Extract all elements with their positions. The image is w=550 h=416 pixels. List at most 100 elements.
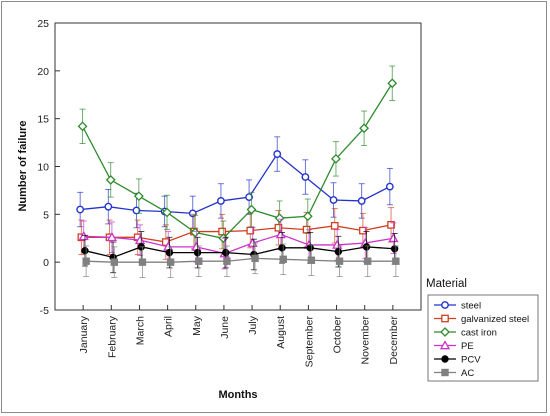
x-axis: January February March April May June July Augu…	[78, 305, 400, 367]
data-point	[76, 205, 85, 214]
data-point	[222, 248, 230, 257]
data-point	[193, 248, 202, 257]
x-tick-label: April	[163, 316, 175, 337]
data-point	[279, 255, 287, 263]
data-point	[359, 123, 370, 134]
data-point	[223, 257, 231, 265]
data-point	[385, 182, 394, 191]
data-point	[246, 204, 257, 215]
data-point	[273, 150, 282, 158]
data-point	[388, 232, 399, 243]
legend-box	[427, 294, 539, 382]
data-point	[307, 256, 316, 264]
series-line	[86, 257, 396, 263]
data-point	[162, 207, 172, 218]
data-point	[251, 254, 259, 263]
data-point	[218, 227, 226, 236]
data-point	[165, 248, 174, 257]
data-point	[387, 221, 395, 229]
data-point	[133, 191, 144, 202]
legend-items: steel galvanized steel cast iron PE PCV AC	[434, 301, 529, 379]
data-point	[331, 153, 341, 164]
series-line	[81, 224, 392, 243]
data-point	[390, 245, 399, 253]
data-point	[357, 197, 366, 205]
data-point	[335, 257, 344, 265]
y-tick-label: 10	[37, 162, 49, 174]
data-point	[302, 211, 313, 222]
x-tick-label: August	[275, 316, 287, 349]
x-tick-label: July	[247, 315, 259, 334]
data-point	[275, 229, 286, 239]
legend-label: PE	[461, 341, 474, 352]
y-axis: -5 0 5 10 15 20 25	[37, 18, 60, 317]
data-point	[110, 258, 119, 266]
data-point	[274, 223, 283, 232]
legend-label: AC	[461, 368, 474, 379]
y-tick-label: 25	[37, 18, 49, 30]
series-line	[83, 233, 394, 255]
series-layer	[76, 65, 400, 278]
data-point	[278, 244, 286, 252]
data-point	[217, 197, 225, 205]
x-tick-label: May	[191, 315, 203, 336]
x-tick-label: June	[219, 316, 231, 339]
series-steel	[76, 136, 394, 232]
x-tick-label: January	[78, 315, 90, 353]
x-tick-label: December	[388, 315, 400, 364]
data-point	[78, 230, 89, 241]
data-point	[301, 173, 310, 181]
legend-swatch-marker	[441, 301, 449, 309]
legend-swatch-marker	[441, 355, 449, 363]
data-point	[330, 221, 339, 230]
legend-swatch-marker	[441, 314, 449, 323]
data-point	[362, 243, 371, 251]
data-point	[82, 257, 90, 265]
x-tick-label: February	[106, 315, 118, 358]
data-point	[195, 257, 203, 265]
x-tick-label: September	[303, 316, 315, 368]
data-point	[245, 193, 253, 202]
series-ac	[82, 242, 400, 278]
data-point	[138, 258, 147, 266]
legend: Material steel galvanized steel cast iron P…	[426, 278, 539, 382]
data-point	[306, 244, 314, 252]
y-tick-label: 15	[37, 114, 49, 126]
data-point	[77, 121, 88, 132]
x-tick-label: October	[332, 316, 344, 354]
data-point	[387, 78, 398, 89]
y-tick-label: 5	[43, 209, 49, 221]
legend-label: PCV	[461, 355, 481, 366]
y-tick-label: 20	[37, 66, 49, 78]
data-point	[334, 247, 343, 256]
y-axis-title: Number of failure	[17, 120, 29, 211]
legend-label: steel	[461, 301, 481, 312]
data-point	[329, 196, 338, 204]
x-tick-label: March	[134, 316, 146, 345]
series-cast-iron	[77, 65, 398, 256]
series-line	[80, 153, 391, 215]
data-point	[81, 246, 89, 255]
data-point	[274, 213, 285, 224]
legend-label: cast iron	[461, 328, 497, 339]
x-axis-title: Months	[218, 389, 257, 401]
data-point	[392, 257, 400, 265]
y-tick-label: 0	[43, 257, 49, 269]
series-galvanized-steel	[77, 207, 395, 260]
data-point	[104, 202, 113, 211]
data-point	[106, 231, 118, 242]
data-point	[363, 257, 372, 265]
legend-swatch-marker	[439, 340, 451, 350]
x-tick-label: November	[360, 315, 372, 364]
legend-label: galvanized steel	[461, 314, 529, 325]
data-point	[166, 258, 175, 266]
plot-area	[54, 22, 422, 311]
series-line	[81, 82, 393, 239]
legend-swatch-marker	[441, 368, 449, 377]
legend-swatch-marker	[440, 327, 450, 337]
legend-title: Material	[426, 278, 467, 290]
data-point	[105, 174, 116, 185]
y-tick-label: -5	[40, 305, 49, 317]
